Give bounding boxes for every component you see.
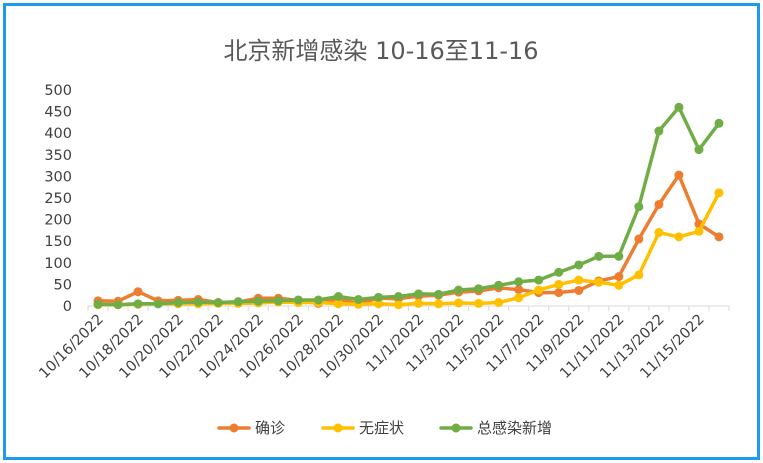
series-2 — [93, 102, 724, 310]
data-point — [133, 287, 143, 297]
series-layer — [93, 102, 724, 310]
data-point — [414, 298, 424, 308]
data-point — [554, 279, 564, 289]
data-point — [393, 291, 403, 301]
data-point — [514, 293, 524, 303]
y-tick-label: 250 — [44, 191, 72, 207]
data-point — [514, 285, 524, 295]
data-point — [373, 299, 383, 309]
line-chart: 北京新增感染 10-16至11-16 0 50 100 150 200 250 300 350… — [36, 37, 730, 437]
data-point — [414, 289, 424, 299]
legend-marker — [229, 423, 239, 433]
legend-item: 无症状 — [321, 419, 404, 437]
data-point — [213, 298, 223, 308]
data-point — [393, 300, 403, 310]
data-point — [494, 298, 504, 308]
data-point — [353, 295, 363, 305]
y-tick-label: 500 — [44, 83, 72, 99]
y-axis: 0 50 100 150 200 250 300 350 400 450 500 — [44, 83, 72, 315]
data-point — [714, 232, 724, 242]
data-point — [494, 280, 504, 290]
series-line — [96, 105, 721, 307]
legend-item: 确诊 — [217, 419, 285, 437]
data-point — [534, 285, 544, 295]
series-line — [96, 191, 721, 307]
data-point — [273, 296, 283, 306]
data-point — [434, 299, 444, 309]
data-point — [634, 202, 644, 212]
series-1 — [93, 188, 724, 310]
data-point — [674, 102, 684, 112]
data-point — [654, 228, 664, 238]
legend-marker — [333, 423, 343, 433]
data-point — [634, 234, 644, 244]
data-point — [634, 270, 644, 280]
data-point — [333, 291, 343, 301]
y-tick-label: 300 — [44, 169, 72, 185]
legend: 确诊 无症状 总感染新增 — [217, 419, 552, 437]
data-point — [554, 267, 564, 277]
data-point — [574, 285, 584, 295]
chart-title: 北京新增感染 10-16至11-16 — [223, 37, 538, 65]
data-point — [674, 232, 684, 242]
series-0 — [93, 170, 724, 309]
data-point — [133, 299, 143, 309]
data-point — [614, 272, 624, 282]
data-point — [714, 118, 724, 128]
data-point — [454, 285, 464, 295]
data-point — [574, 275, 584, 285]
data-point — [233, 297, 243, 307]
data-point — [614, 251, 624, 261]
y-tick-label: 400 — [44, 126, 72, 142]
data-point — [714, 188, 724, 198]
legend-label: 总感染新增 — [477, 419, 552, 437]
y-tick-label: 350 — [44, 148, 72, 164]
data-point — [474, 284, 484, 294]
data-point — [454, 298, 464, 308]
data-point — [434, 289, 444, 299]
chart-frame: 北京新增感染 10-16至11-16 0 50 100 150 200 250 300 350… — [3, 3, 760, 460]
data-point — [373, 292, 383, 302]
y-tick-label: 150 — [44, 234, 72, 250]
data-point — [193, 297, 203, 307]
legend-marker — [451, 423, 461, 433]
data-point — [594, 251, 604, 261]
data-point — [153, 299, 163, 309]
legend-label: 无症状 — [359, 419, 404, 437]
data-point — [614, 280, 624, 290]
y-tick-label: 100 — [44, 256, 72, 272]
legend-item: 总感染新增 — [439, 419, 552, 437]
y-tick-label: 50 — [54, 277, 72, 293]
y-tick-label: 450 — [44, 105, 72, 121]
data-point — [293, 295, 303, 305]
data-point — [694, 226, 704, 236]
y-tick-label: 200 — [44, 213, 72, 229]
data-point — [313, 295, 323, 305]
legend-label: 确诊 — [255, 419, 285, 437]
x-axis: 10/16/202210/18/202210/20/202210/22/2022… — [36, 305, 730, 382]
y-tick-label: 0 — [63, 299, 72, 315]
data-point — [654, 126, 664, 136]
data-point — [113, 300, 123, 310]
data-point — [93, 299, 103, 309]
data-point — [574, 260, 584, 270]
data-point — [594, 277, 604, 287]
data-point — [654, 199, 664, 209]
data-point — [554, 288, 564, 298]
data-point — [474, 298, 484, 308]
data-point — [694, 145, 704, 155]
data-point — [514, 277, 524, 287]
data-point — [173, 298, 183, 308]
data-point — [253, 296, 263, 306]
data-point — [333, 299, 343, 309]
data-point — [674, 170, 684, 180]
data-point — [534, 275, 544, 285]
